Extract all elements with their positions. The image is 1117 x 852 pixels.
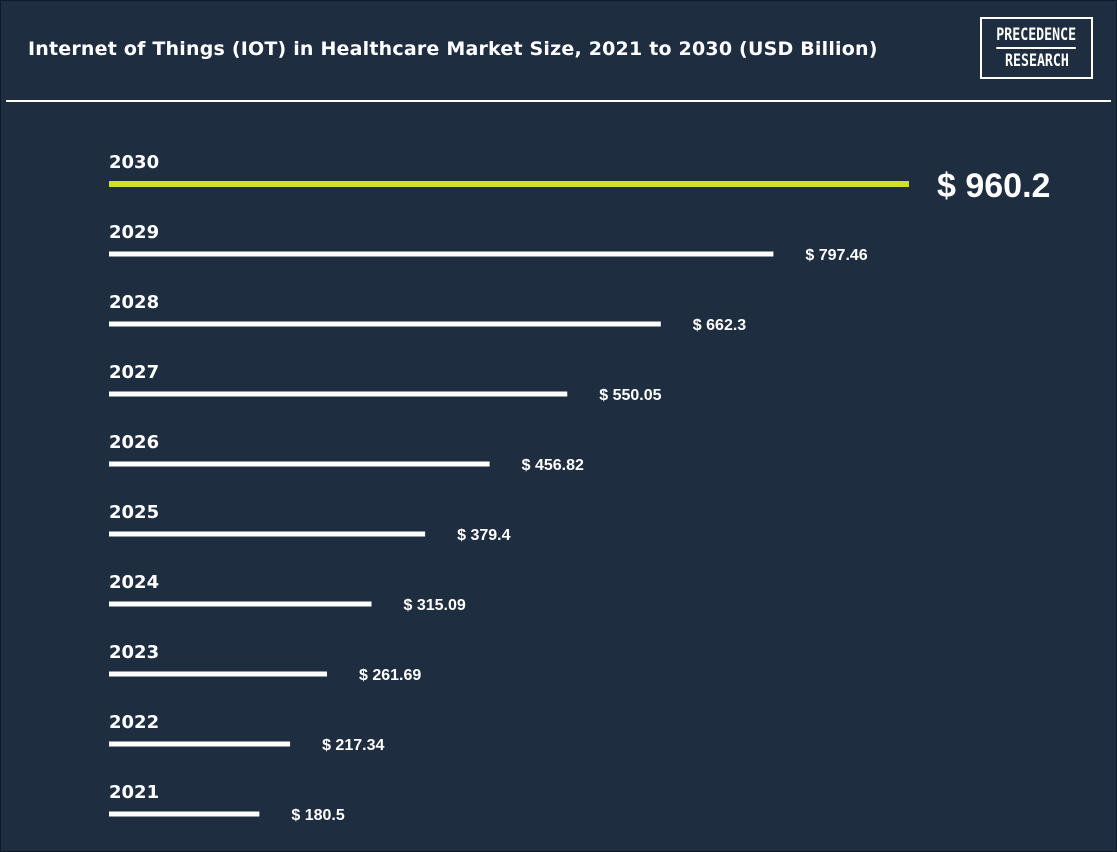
value-label-2025: $ 379.4	[457, 527, 510, 544]
category-label-2028: 2028	[109, 292, 159, 313]
value-label-2029: $ 797.46	[805, 247, 867, 264]
category-label-2024: 2024	[109, 572, 159, 593]
bar-2029	[109, 251, 774, 257]
bar-2021	[109, 811, 260, 817]
value-label-2023: $ 261.69	[359, 667, 421, 684]
value-label-2021: $ 180.5	[291, 807, 344, 824]
bar-2024	[109, 601, 372, 607]
category-label-2029: 2029	[109, 222, 159, 243]
bar-2026	[109, 461, 490, 467]
category-label-2025: 2025	[109, 502, 159, 523]
precedence-research-logo: PRECEDENCE RESEARCH	[980, 17, 1093, 79]
category-label-2023: 2023	[109, 642, 159, 663]
value-label-2027: $ 550.05	[599, 387, 661, 404]
category-label-2021: 2021	[109, 782, 159, 803]
category-label-2022: 2022	[109, 712, 159, 733]
value-label-2030: $ 960.2	[937, 167, 1050, 205]
value-label-2024: $ 315.09	[404, 597, 466, 614]
bar-2025	[109, 531, 426, 537]
bar-2028	[109, 321, 661, 327]
bar-2023	[109, 671, 328, 677]
header-divider	[6, 100, 1111, 102]
category-label-2030: 2030	[109, 152, 159, 173]
logo-line-1: PRECEDENCE	[996, 23, 1077, 49]
bar-2027	[109, 391, 568, 397]
value-label-2026: $ 456.82	[522, 457, 584, 474]
bar-2022	[109, 741, 291, 747]
logo-line-2: RESEARCH	[1004, 51, 1069, 71]
value-label-2022: $ 217.34	[322, 737, 384, 754]
bar-2030	[109, 181, 909, 187]
value-label-2028: $ 662.3	[693, 317, 746, 334]
category-label-2027: 2027	[109, 362, 159, 383]
chart-title: Internet of Things (IOT) in Healthcare M…	[28, 38, 878, 60]
category-label-2026: 2026	[109, 432, 159, 453]
